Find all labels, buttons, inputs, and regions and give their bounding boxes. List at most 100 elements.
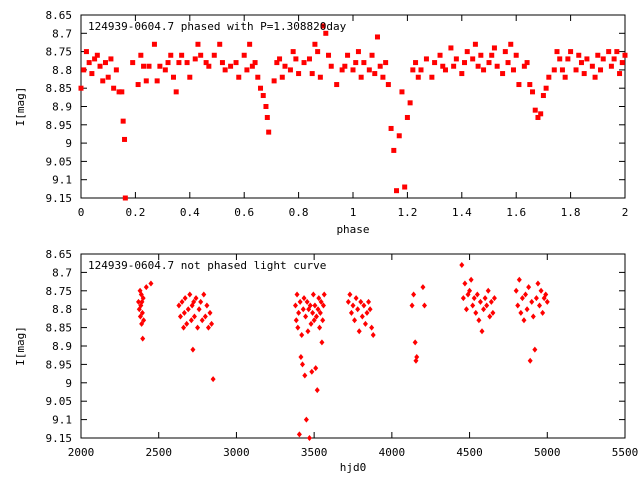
data-point xyxy=(298,354,304,361)
data-point xyxy=(263,104,269,109)
data-point xyxy=(348,309,354,316)
data-point xyxy=(314,387,320,394)
data-point xyxy=(326,52,332,58)
data-point xyxy=(293,317,299,324)
data-point xyxy=(83,49,89,55)
data-point xyxy=(474,291,480,298)
x-tick-label: 1.2 xyxy=(397,206,417,219)
data-point xyxy=(355,306,361,313)
data-point xyxy=(89,71,95,77)
data-point xyxy=(606,49,612,55)
data-point xyxy=(600,56,606,62)
data-point xyxy=(519,295,525,302)
data-point xyxy=(412,339,418,346)
data-point xyxy=(578,60,584,66)
data-point xyxy=(345,298,351,305)
x-tick-label: 1.8 xyxy=(561,206,581,219)
data-point xyxy=(179,52,185,58)
phased-light-curve-panel: 8.65 8.7 8.75 8.8 8.85 8.9 8.95 9 9.05 9.1 9.15 0 0.… xyxy=(14,9,628,236)
data-point xyxy=(312,302,318,309)
x-tick-label: 4500 xyxy=(456,446,483,459)
data-point xyxy=(303,416,309,423)
data-point xyxy=(165,60,171,66)
data-point xyxy=(383,60,389,66)
data-point xyxy=(209,320,215,327)
data-point xyxy=(415,74,421,80)
data-point xyxy=(364,309,370,316)
x-tick-label: 3000 xyxy=(223,446,250,459)
data-point xyxy=(122,136,128,142)
data-point xyxy=(414,354,420,361)
data-point xyxy=(264,114,270,120)
data-point xyxy=(141,63,147,69)
data-point xyxy=(473,309,479,316)
data-point xyxy=(299,331,305,338)
data-point xyxy=(614,49,620,55)
data-point xyxy=(478,52,484,58)
data-point xyxy=(210,376,216,383)
data-point xyxy=(494,63,500,69)
data-point xyxy=(296,71,302,77)
data-point xyxy=(292,302,298,309)
data-point xyxy=(154,78,160,84)
data-point xyxy=(301,60,307,66)
data-series xyxy=(136,262,550,441)
data-point xyxy=(576,52,582,58)
data-point xyxy=(179,298,185,305)
data-point xyxy=(190,346,196,353)
data-point xyxy=(100,78,106,84)
data-point xyxy=(562,74,568,80)
data-point xyxy=(321,291,327,298)
data-point xyxy=(391,147,397,153)
data-point xyxy=(537,302,543,309)
x-tick-label: 2000 xyxy=(68,446,95,459)
y-tick-label: 8.7 xyxy=(52,27,72,40)
data-point xyxy=(370,331,376,338)
data-point xyxy=(168,52,174,58)
data-point xyxy=(201,291,207,298)
y-tick-label: 9.15 xyxy=(46,432,73,445)
data-point xyxy=(296,431,302,438)
data-point xyxy=(319,339,325,346)
data-point xyxy=(418,67,424,73)
data-point xyxy=(516,276,522,283)
data-point xyxy=(448,45,454,51)
data-point xyxy=(543,291,549,298)
data-point xyxy=(188,317,194,324)
data-point xyxy=(252,60,258,66)
data-point xyxy=(487,313,493,320)
data-point xyxy=(130,60,136,66)
data-point xyxy=(584,56,590,62)
data-point xyxy=(475,63,481,69)
data-point xyxy=(477,298,483,305)
data-point xyxy=(409,302,415,309)
data-point xyxy=(293,56,299,62)
data-point xyxy=(219,60,225,66)
data-point xyxy=(592,74,598,80)
data-point xyxy=(532,107,538,113)
data-point xyxy=(557,56,563,62)
data-point xyxy=(361,60,367,66)
data-point xyxy=(184,60,190,66)
data-point xyxy=(304,298,310,305)
data-point xyxy=(573,67,579,73)
data-point xyxy=(308,320,314,327)
data-point xyxy=(369,52,375,58)
data-point xyxy=(413,60,419,66)
y-tick-label: 9.05 xyxy=(46,395,73,408)
data-point xyxy=(151,41,157,47)
data-point xyxy=(523,291,529,298)
data-point xyxy=(481,306,487,313)
data-point xyxy=(198,52,204,58)
y-tick-label: 8.8 xyxy=(52,64,72,77)
data-point xyxy=(377,63,383,69)
data-point xyxy=(355,49,361,55)
data-point xyxy=(195,324,201,331)
data-point xyxy=(203,60,209,66)
data-point xyxy=(468,276,474,283)
data-point xyxy=(526,284,532,291)
data-point xyxy=(380,74,386,80)
data-point xyxy=(309,71,315,77)
